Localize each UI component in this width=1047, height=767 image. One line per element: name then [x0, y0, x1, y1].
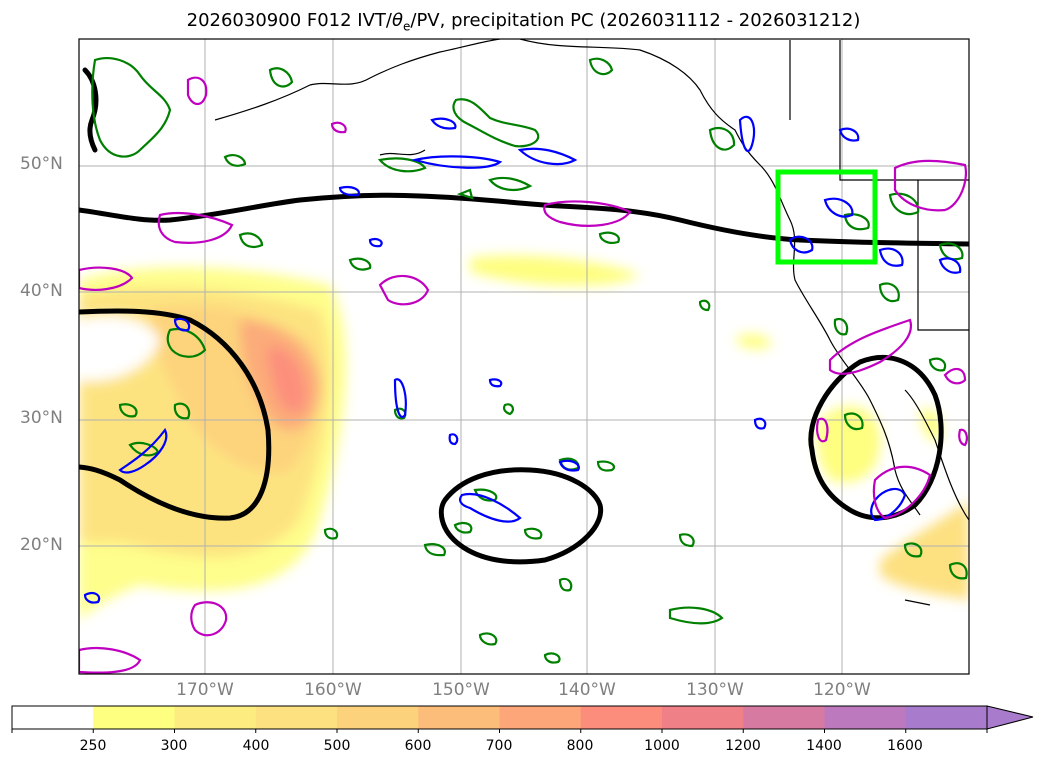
coastlines: [214, 39, 969, 606]
lat-label-50n: 50°N: [20, 154, 63, 174]
colorbar-segment: [580, 706, 663, 729]
colorbar-ticks: [11, 729, 988, 733]
map-frame: [78, 38, 970, 675]
colorbar-segment: [174, 706, 257, 729]
colorbar-extend-arrow: [986, 705, 1034, 730]
colorbar-segment: [743, 706, 825, 729]
lon-label-140w: 140°W: [558, 680, 616, 700]
precip-pc-blue-contours: [83, 115, 962, 604]
colorbar-tick-label: 1400: [806, 738, 842, 754]
pv-magenta-contours: [79, 76, 968, 674]
colorbar-segment: [255, 706, 338, 729]
lon-label-120w: 120°W: [813, 680, 871, 700]
title-after: /PV, precipitation PC (2026031112 - 2026…: [410, 10, 861, 31]
precip-pc-green-contours: [91, 57, 968, 664]
colorbar-segment: [905, 706, 988, 729]
colorbar-segment: [662, 706, 744, 729]
lon-label-130w: 130°W: [686, 680, 744, 700]
colorbar-tick-label: 1200: [725, 738, 761, 754]
lat-label-30n: 30°N: [20, 408, 63, 428]
lon-label-170w: 170°W: [176, 680, 234, 700]
title-theta: θ: [391, 10, 403, 31]
lon-label-150w: 150°W: [432, 680, 490, 700]
colorbar-segment: [93, 706, 175, 729]
map-plot-area: [79, 39, 969, 674]
target-region-box: [775, 169, 878, 265]
colorbar-tick-label: 1600: [887, 738, 923, 754]
colorbar-segment: [418, 706, 500, 729]
gridlines: [79, 39, 969, 674]
colorbar-tick-label: 250: [79, 738, 107, 754]
title-before: 2026030900 F012 IVT/: [186, 10, 392, 31]
colorbar-tick-label: 500: [323, 738, 351, 754]
lat-label-40n: 40°N: [20, 281, 63, 301]
map-title: 2026030900 F012 IVT/θe/PV, precipitation…: [0, 10, 1047, 34]
colorbar-tick-label: 600: [404, 738, 432, 754]
lat-label-20n: 20°N: [20, 535, 63, 555]
colorbar-tick-label: 400: [242, 738, 270, 754]
colorbar-tick-label: 800: [566, 738, 594, 754]
colorbar-segment: [499, 706, 582, 729]
colorbar-tick-label: 1000: [644, 738, 680, 754]
colorbar-segments: [12, 706, 988, 729]
colorbar-tick-label: 700: [485, 738, 513, 754]
title-sub: e: [403, 19, 411, 34]
colorbar: [11, 705, 1034, 733]
colorbar-segment: [12, 706, 94, 729]
lon-label-160w: 160°W: [304, 680, 362, 700]
colorbar-tick-label: 300: [160, 738, 188, 754]
colorbar-segment: [824, 706, 907, 729]
colorbar-segment: [337, 706, 419, 729]
